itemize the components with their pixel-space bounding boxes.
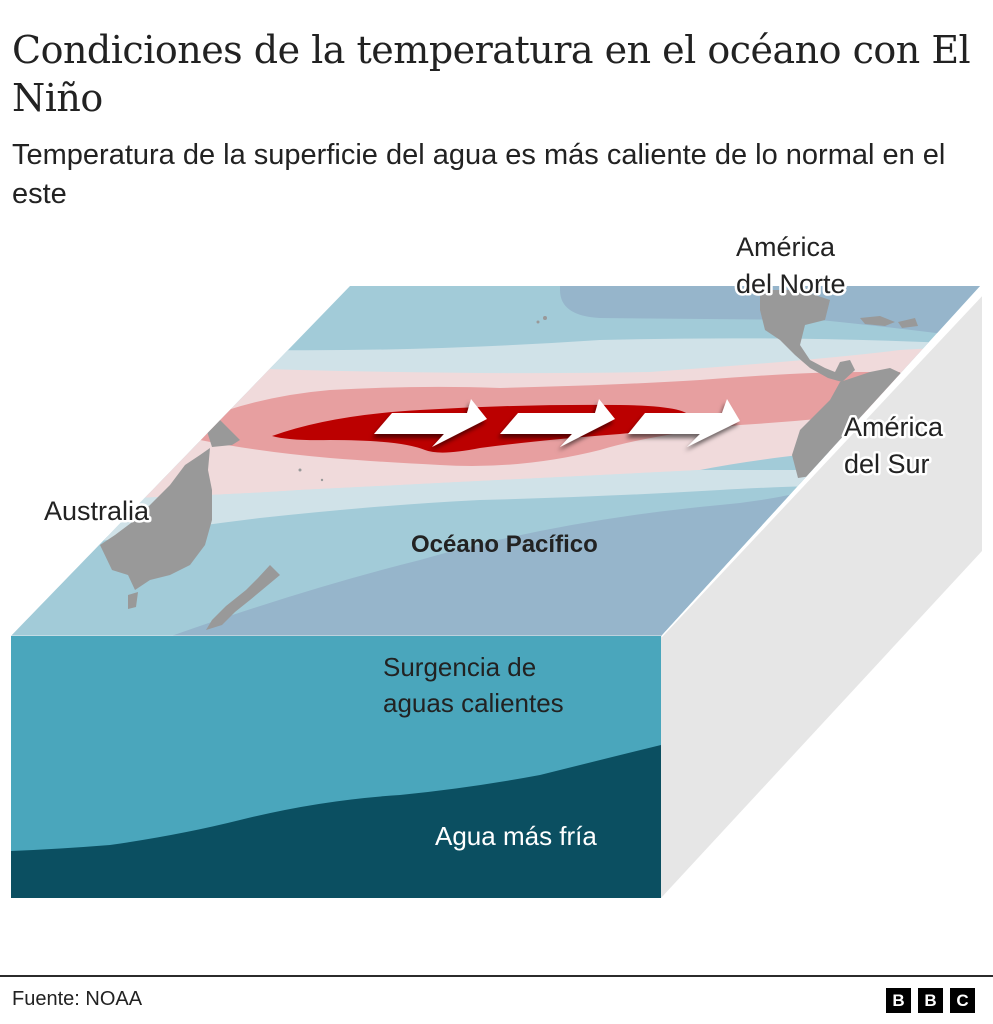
arrow-right-icon	[500, 399, 615, 447]
source-note: Fuente: NOAA	[12, 988, 143, 1010]
eastward-warm-water-arrows	[374, 399, 740, 447]
arrow-right-icon	[628, 399, 740, 447]
bbc-logo-letter-b1: B	[886, 988, 911, 1013]
label-australia: Australia	[44, 496, 150, 526]
cold-water-layer	[11, 745, 661, 898]
label-south-america-line2: del Sur	[844, 449, 930, 479]
label-pacific-ocean: Océano Pacífico	[411, 531, 598, 558]
chart-subtitle: Temperatura de la superficie del agua es…	[12, 139, 946, 210]
label-warm-upwelling-line2: aguas calientes	[383, 688, 564, 718]
chart-title: Condiciones de la temperatura en el océa…	[12, 28, 971, 120]
label-cold-water: Agua más fría	[435, 821, 597, 851]
new-zealand-landmass	[206, 565, 280, 630]
bbc-logo: B B C	[886, 988, 975, 1013]
el-nino-ocean-block-diagram: Australia América del Norte América del …	[11, 230, 984, 898]
ocean-cross-section	[11, 636, 661, 898]
arrow-right-icon	[374, 399, 487, 447]
box-side-face	[661, 296, 982, 898]
label-south-america-line1: América	[844, 412, 944, 442]
label-north-america-line2: del Norte	[736, 269, 846, 299]
label-warm-upwelling-line1: Surgencia de	[383, 652, 536, 682]
bbc-logo-letter-b2: B	[918, 988, 943, 1013]
footer-divider	[0, 975, 993, 977]
label-north-america-line1: América	[736, 232, 836, 262]
bbc-logo-letter-c: C	[950, 988, 975, 1013]
north-america-landmass	[760, 290, 855, 382]
